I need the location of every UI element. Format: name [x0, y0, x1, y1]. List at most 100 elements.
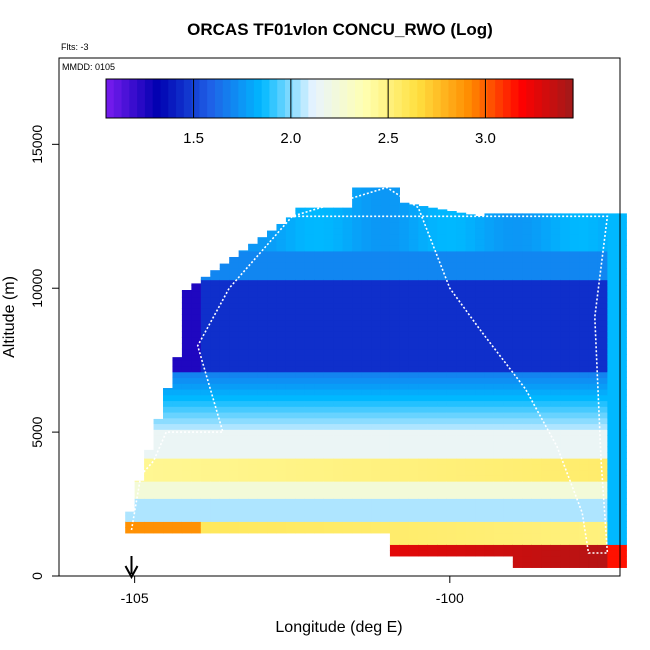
heatmap-cell	[446, 400, 457, 407]
heatmap-cell	[616, 239, 627, 246]
heatmap-cell	[437, 515, 448, 522]
heatmap-cell	[437, 458, 448, 465]
heatmap-cell	[342, 325, 353, 332]
heatmap-cell	[389, 262, 400, 269]
heatmap-cell	[304, 325, 315, 332]
heatmap-cell	[181, 429, 192, 436]
heatmap-cell	[579, 365, 590, 373]
heatmap-cell	[257, 423, 268, 430]
heatmap-cell	[456, 400, 467, 407]
colorbar-swatch	[541, 79, 551, 118]
heatmap-cell	[248, 452, 259, 459]
heatmap-cell	[465, 452, 476, 459]
heatmap-cell	[541, 492, 552, 499]
heatmap-cell	[200, 486, 211, 494]
heatmap-cell	[276, 273, 287, 281]
heatmap-cell	[522, 371, 533, 379]
heatmap-cell	[616, 527, 627, 534]
heatmap-cell	[475, 354, 486, 361]
heatmap-cell	[399, 394, 410, 402]
heatmap-cell	[550, 331, 561, 338]
heatmap-cell	[607, 400, 618, 407]
heatmap-cell	[569, 532, 580, 540]
heatmap-cell	[560, 296, 571, 304]
heatmap-cell	[475, 360, 486, 367]
heatmap-cell	[371, 434, 382, 442]
heatmap-cell	[276, 331, 287, 338]
heatmap-cell	[484, 245, 495, 252]
heatmap-cell	[371, 498, 382, 505]
heatmap-cell	[512, 411, 523, 419]
heatmap-cell	[408, 377, 419, 384]
heatmap-cell	[399, 256, 410, 263]
heatmap-cell	[285, 273, 296, 281]
heatmap-cell	[361, 285, 372, 292]
heatmap-cell	[333, 377, 344, 384]
heatmap-cell	[408, 400, 419, 407]
heatmap-cell	[323, 348, 334, 356]
heatmap-cell	[446, 216, 457, 223]
heatmap-cell	[219, 400, 230, 407]
heatmap-cell	[522, 268, 533, 275]
heatmap-cell	[267, 452, 278, 459]
heatmap-cell	[248, 504, 259, 511]
heatmap-cell	[144, 492, 155, 499]
heatmap-cell	[323, 360, 334, 367]
heatmap-cell	[304, 256, 315, 263]
heatmap-cell	[389, 532, 400, 540]
heatmap-cell	[437, 227, 448, 235]
heatmap-cell	[560, 365, 571, 373]
heatmap-cell	[493, 291, 504, 298]
heatmap-cell	[380, 481, 391, 488]
heatmap-cell	[342, 481, 353, 488]
heatmap-cell	[503, 319, 514, 327]
heatmap-cell	[181, 498, 192, 505]
heatmap-cell	[210, 365, 221, 373]
heatmap-cell	[456, 532, 467, 540]
heatmap-cell	[163, 452, 174, 459]
heatmap-cell	[475, 314, 486, 321]
heatmap-cell	[456, 331, 467, 338]
heatmap-cell	[295, 354, 306, 361]
heatmap-cell	[389, 509, 400, 517]
heatmap-cell	[512, 388, 523, 396]
heatmap-cell	[588, 423, 599, 430]
heatmap-cell	[267, 509, 278, 517]
heatmap-cell	[380, 509, 391, 517]
heatmap-cell	[267, 486, 278, 494]
heatmap-cell	[200, 285, 211, 292]
heatmap-cell	[285, 342, 296, 350]
heatmap-cell	[569, 492, 580, 499]
heatmap-cell	[560, 446, 571, 453]
heatmap-cell	[493, 239, 504, 246]
heatmap-cell	[579, 440, 590, 448]
heatmap-cell	[352, 239, 363, 246]
heatmap-cell	[285, 492, 296, 499]
heatmap-cell	[229, 509, 240, 517]
heatmap-cell	[456, 411, 467, 419]
heatmap-cell	[465, 279, 476, 286]
heatmap-cell	[493, 486, 504, 494]
heatmap-cell	[267, 319, 278, 327]
heatmap-cell	[560, 504, 571, 511]
heatmap-cell	[493, 383, 504, 390]
heatmap-cell	[541, 213, 552, 217]
heatmap-cell	[323, 268, 334, 275]
heatmap-cell	[352, 256, 363, 263]
heatmap-cell	[616, 388, 627, 396]
heatmap-cell	[352, 314, 363, 321]
heatmap-cell	[352, 377, 363, 384]
heatmap-cell	[389, 314, 400, 321]
heatmap-cell	[371, 527, 382, 534]
heatmap-cell	[333, 296, 344, 304]
heatmap-cell	[569, 302, 580, 309]
heatmap-cell	[295, 216, 306, 223]
heatmap-cell	[597, 233, 608, 240]
heatmap-cell	[550, 383, 561, 390]
heatmap-cell	[276, 383, 287, 390]
heatmap-cell	[371, 481, 382, 488]
heatmap-cell	[418, 365, 429, 373]
heatmap-cell	[389, 394, 400, 402]
heatmap-cell	[550, 239, 561, 246]
